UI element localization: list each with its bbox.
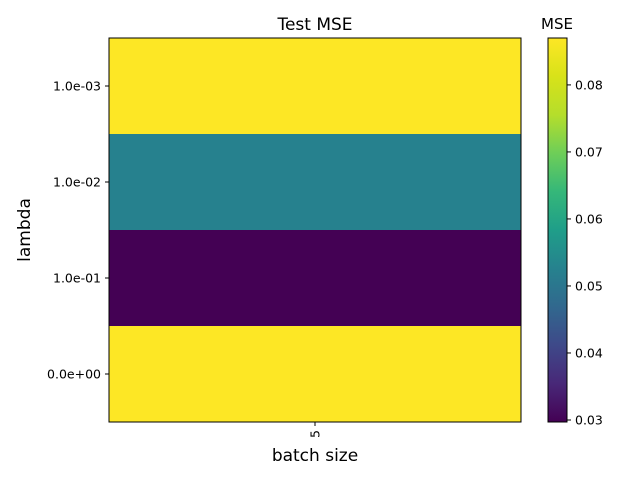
- colorbar-tick-label: 0.08: [575, 77, 603, 92]
- colorbar-tick-label: 0.06: [575, 211, 603, 226]
- heatmap-cell: [109, 230, 521, 326]
- chart-title: Test MSE: [276, 15, 352, 35]
- y-axis-label: lambda: [15, 198, 35, 262]
- heatmap-cell: [109, 134, 521, 230]
- heatmap-cell: [109, 38, 521, 134]
- colorbar-label: MSE: [541, 15, 573, 33]
- x-axis-label: batch size: [272, 446, 358, 466]
- colorbar-tick-label: 0.07: [575, 144, 603, 159]
- x-tick-label: 5: [308, 430, 323, 438]
- heatmap-cell: [109, 326, 521, 422]
- heatmap-cells: [109, 38, 521, 422]
- y-tick-label: 1.0e-02: [53, 175, 101, 190]
- colorbar-tick-label: 0.03: [575, 412, 603, 427]
- y-tick-label: 1.0e-01: [53, 271, 101, 286]
- x-axis: 5: [308, 422, 323, 438]
- colorbar-tick-label: 0.04: [575, 345, 603, 360]
- y-tick-label: 0.0e+00: [47, 367, 101, 382]
- colorbar-ticks: 0.03 0.04 0.05 0.06 0.07 0.08: [567, 77, 603, 427]
- y-axis: 1.0e-03 1.0e-02 1.0e-01 0.0e+00: [47, 79, 109, 382]
- colorbar: [547, 37, 568, 423]
- y-tick-label: 1.0e-03: [53, 79, 101, 94]
- colorbar-tick-label: 0.05: [575, 278, 603, 293]
